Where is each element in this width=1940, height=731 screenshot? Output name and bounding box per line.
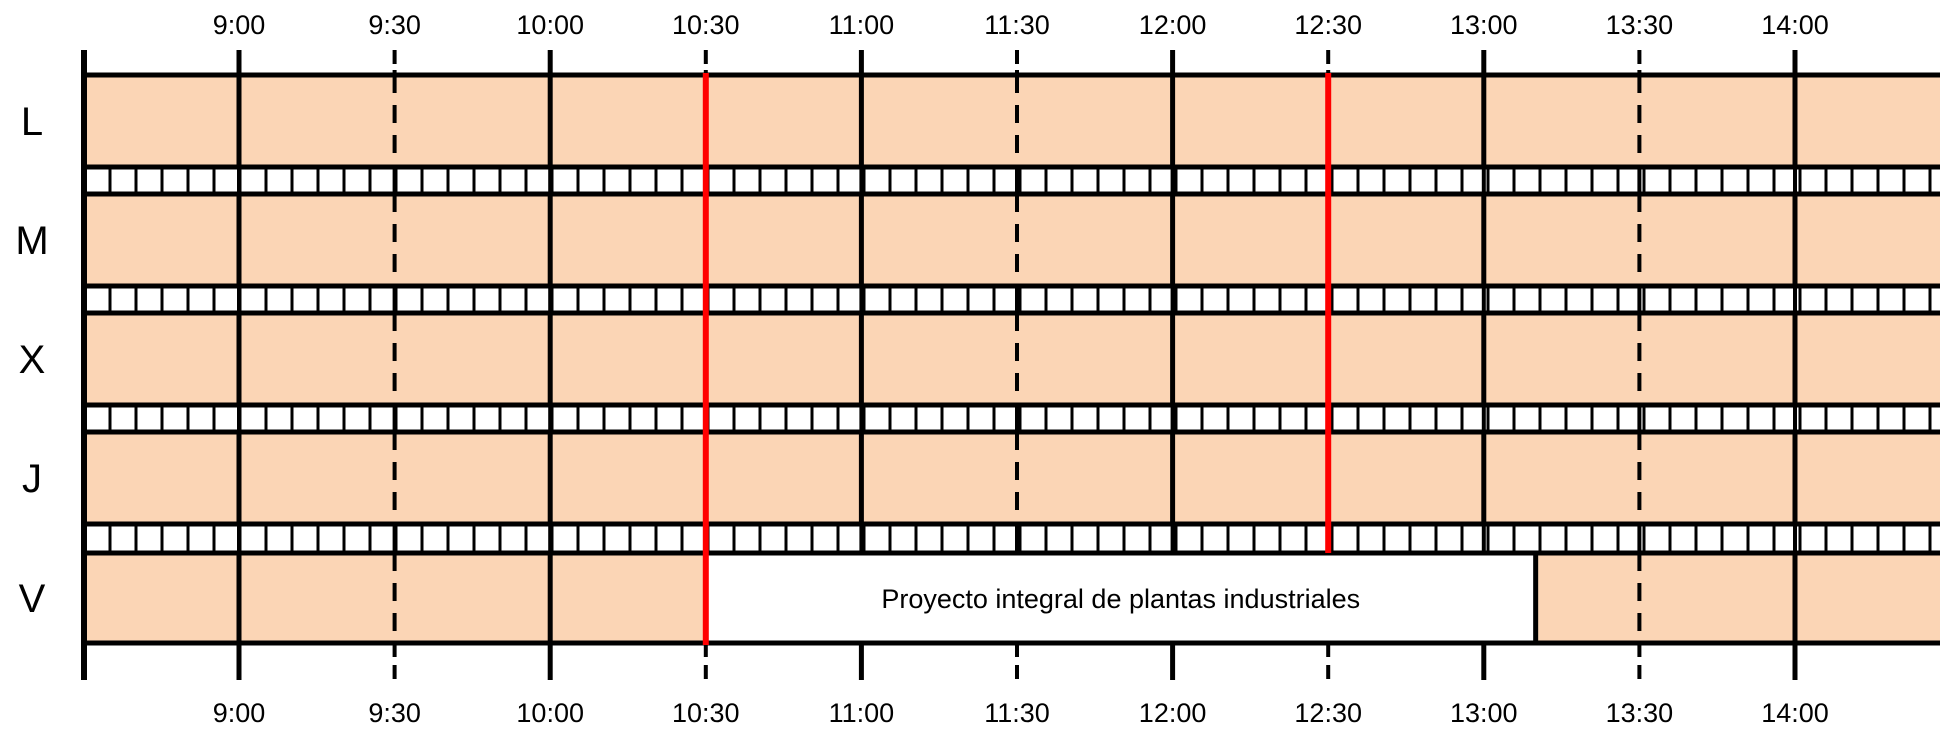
time-label-top: 10:30	[672, 10, 740, 40]
time-label-bottom: 12:00	[1139, 698, 1207, 726]
time-label-bottom: 12:30	[1294, 698, 1362, 726]
time-label-bottom: 10:00	[516, 698, 584, 726]
time-label-top: 14:00	[1761, 10, 1829, 40]
time-label-bottom: 10:30	[672, 698, 740, 726]
row-band-m	[84, 194, 1940, 286]
day-label-v: V	[19, 577, 46, 621]
row-band-x	[84, 313, 1940, 405]
time-label-bottom: 9:00	[213, 698, 266, 726]
event-label: Proyecto integral de plantas industriale…	[881, 584, 1360, 614]
time-label-bottom: 13:30	[1606, 698, 1674, 726]
time-label-top: 13:30	[1606, 10, 1674, 40]
time-label-top: 10:00	[516, 10, 584, 40]
time-label-bottom: 14:00	[1761, 698, 1829, 726]
day-label-j: J	[22, 457, 42, 501]
time-label-bottom: 9:30	[368, 698, 421, 726]
time-label-top: 9:00	[213, 10, 266, 40]
event-box	[705, 553, 1536, 643]
time-label-bottom: 13:00	[1450, 698, 1518, 726]
day-label-x: X	[19, 338, 46, 382]
row-band-j	[84, 432, 1940, 524]
day-label-l: L	[21, 100, 43, 144]
time-label-top: 13:00	[1450, 10, 1518, 40]
time-label-bottom: 11:30	[984, 698, 1050, 726]
row-band-l	[84, 75, 1940, 167]
time-label-top: 11:00	[829, 10, 895, 40]
time-label-top: 12:30	[1294, 10, 1362, 40]
time-label-top: 12:00	[1139, 10, 1207, 40]
day-label-m: M	[15, 219, 48, 263]
time-label-top: 9:30	[368, 10, 421, 40]
time-label-top: 11:30	[984, 10, 1050, 40]
time-label-bottom: 11:00	[829, 698, 895, 726]
